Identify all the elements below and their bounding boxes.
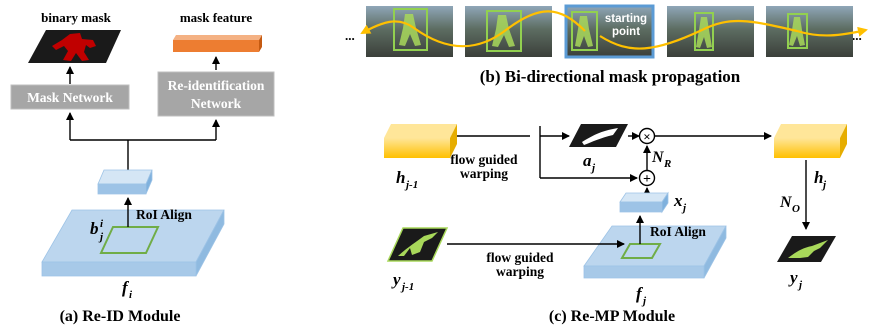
frame-5-box bbox=[787, 13, 808, 49]
flow-warping-bottom-line2: warping bbox=[496, 264, 544, 279]
roi-box bbox=[99, 226, 160, 254]
mask-network-label: Mask Network bbox=[27, 90, 113, 105]
feature-map-fi bbox=[41, 209, 225, 277]
binary-mask-image bbox=[28, 30, 121, 63]
h-prev-label: h bbox=[396, 168, 405, 187]
nr-label-sub: R bbox=[663, 158, 671, 170]
reid-network-label-line2: Network bbox=[191, 96, 242, 111]
mask-feature-label: mask feature bbox=[180, 10, 253, 25]
mask-network-box bbox=[10, 84, 130, 110]
multiply-node bbox=[638, 127, 656, 145]
caption-b: (b) Bi-directional mask propagation bbox=[480, 67, 741, 86]
feature-label-f: f bbox=[122, 278, 130, 297]
flow-warping-top-line2: warping bbox=[460, 166, 508, 181]
binary-mask-label: binary mask bbox=[41, 10, 111, 25]
panel-b-bidirectional-propagation: ... ... starting point bbox=[345, 4, 868, 86]
reid-network-label-line1: Re-identification bbox=[168, 78, 265, 93]
propagation-arrow-forward bbox=[599, 20, 868, 50]
frame-3-box bbox=[571, 11, 598, 51]
nr-label: N bbox=[651, 149, 665, 166]
y-prev-label: y bbox=[391, 270, 401, 289]
y-prev-label-sub: j-1 bbox=[400, 281, 414, 293]
propagation-arrow-backward bbox=[360, 10, 586, 48]
feature-label-f-sub: i bbox=[129, 289, 133, 301]
box-label-b-sub: j bbox=[98, 231, 104, 243]
y-label-sub: j bbox=[797, 279, 803, 291]
box-label-b-sup: i bbox=[100, 218, 104, 230]
roi-align-label-c: RoI Align bbox=[650, 224, 706, 239]
h-label: h bbox=[814, 168, 823, 187]
flow-warping-top-line1: flow guided bbox=[450, 152, 518, 167]
roi-feature-x bbox=[619, 191, 669, 214]
box-label-b: b bbox=[90, 219, 99, 238]
h-prev-label-sub: j-1 bbox=[404, 179, 418, 191]
frame-1 bbox=[366, 6, 453, 57]
x-label: x bbox=[673, 191, 683, 210]
caption-c: (c) Re-MP Module bbox=[549, 308, 675, 325]
roi-box-c bbox=[620, 243, 662, 259]
frame-4-box bbox=[694, 12, 714, 51]
starting-point-line1: starting bbox=[605, 13, 647, 25]
panel-a-reid-module: binary mask mask feature Mask Network Re… bbox=[10, 10, 275, 325]
a-label-sub: j bbox=[590, 162, 596, 174]
roi-align-label-a: RoI Align bbox=[136, 207, 192, 222]
x-label-sub: j bbox=[681, 202, 687, 214]
y-label: y bbox=[788, 268, 798, 287]
frame-2 bbox=[465, 6, 552, 57]
mask-output-y bbox=[777, 236, 836, 262]
mask-prev-y bbox=[386, 227, 449, 262]
panel-c-remp-module: h j-1 flow guided warping a j × + N R bbox=[384, 124, 847, 325]
caption-a: (a) Re-ID Module bbox=[60, 308, 181, 325]
frame-4 bbox=[667, 6, 754, 57]
f-label-sub: j bbox=[641, 295, 647, 307]
h-label-sub: j bbox=[821, 179, 827, 191]
plus-symbol: + bbox=[643, 172, 651, 187]
feature-map-fj bbox=[583, 225, 727, 279]
starting-point-line2: point bbox=[612, 26, 640, 38]
plus-node bbox=[638, 169, 656, 187]
reid-network-box bbox=[157, 71, 275, 117]
roi-feature-block bbox=[97, 169, 153, 195]
ellipsis-left: ... bbox=[345, 28, 355, 43]
hidden-state-current bbox=[774, 124, 847, 158]
no-label-sub: O bbox=[792, 203, 800, 215]
no-label: N bbox=[779, 194, 793, 211]
mask-feature-vector bbox=[173, 35, 262, 52]
ellipsis-right: ... bbox=[852, 28, 862, 43]
f-label: f bbox=[636, 284, 644, 303]
frame-5 bbox=[766, 6, 853, 57]
flow-warping-bottom-line1: flow guided bbox=[486, 250, 554, 265]
hidden-state-prev bbox=[384, 124, 457, 158]
multiply-symbol: × bbox=[643, 129, 650, 144]
frame-2-box bbox=[486, 10, 522, 52]
binary-mask-person-shape bbox=[52, 33, 96, 61]
frame-1-box bbox=[393, 8, 428, 51]
attention-map-a bbox=[569, 124, 628, 147]
a-label: a bbox=[583, 151, 592, 170]
